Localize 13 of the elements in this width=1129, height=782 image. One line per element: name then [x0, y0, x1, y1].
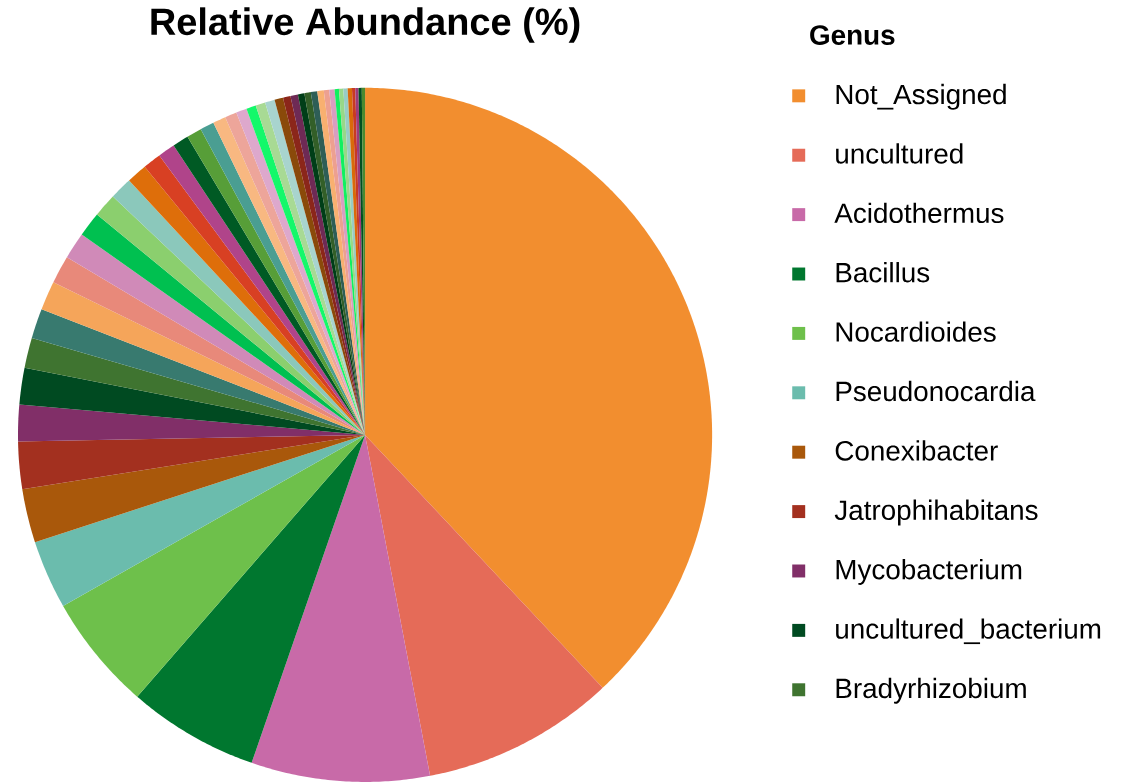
legend-label: Mycobacterium — [836, 559, 1022, 585]
legend-label: Jatrophihabitans — [834, 499, 1038, 526]
legend-label: Conexibacter — [835, 440, 998, 461]
legend-label: Pseudonocardia — [836, 380, 1036, 402]
legend-label: uncultured — [836, 143, 963, 164]
legend-label: Acidothermus — [834, 202, 1004, 224]
legend-label: Bradyrhizobium — [836, 677, 1026, 704]
legend-label: Nocardioides — [836, 321, 996, 342]
legend-label: Bacillus — [836, 262, 930, 283]
legend-label: uncultured_bacterium — [836, 618, 1101, 645]
legend-title: Genus — [810, 25, 895, 45]
legend-label: Not_Assigned — [836, 83, 1006, 110]
chart-title: Relative Abundance (%) — [151, 7, 580, 43]
